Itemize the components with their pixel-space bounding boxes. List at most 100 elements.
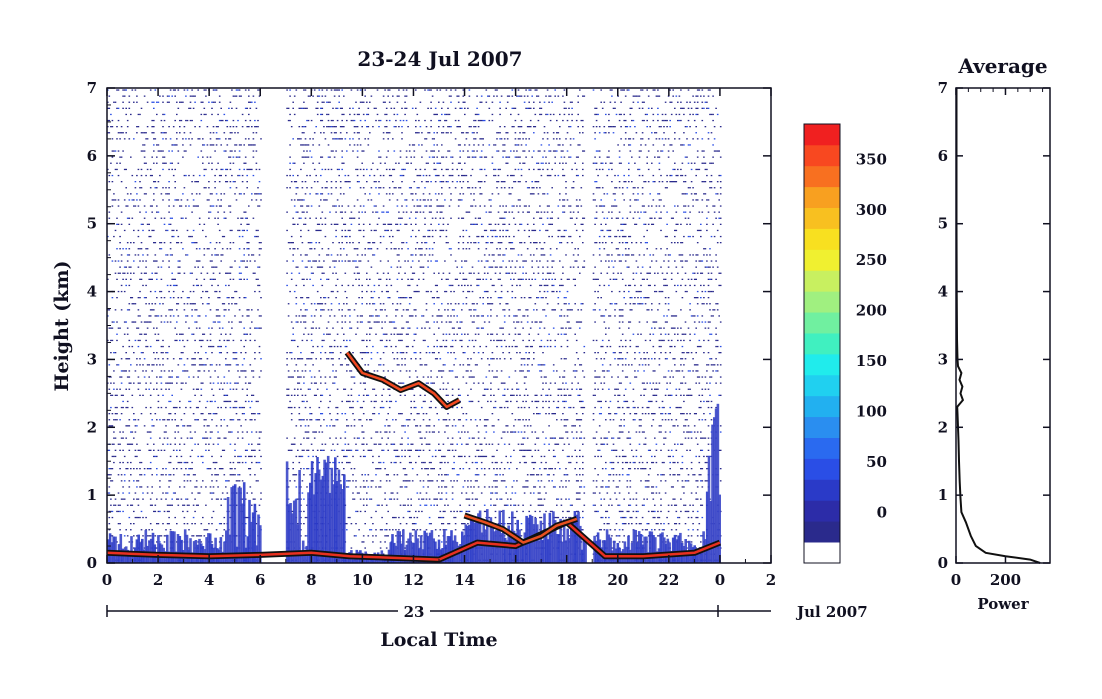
noise-pixel — [137, 309, 140, 311]
noise-pixel — [218, 138, 221, 140]
noise-pixel — [375, 486, 377, 488]
noise-pixel — [441, 107, 443, 109]
noise-pixel — [165, 492, 167, 494]
noise-pixel — [372, 345, 374, 348]
noise-pixel — [415, 449, 417, 451]
noise-pixel — [174, 327, 176, 329]
noise-pixel — [133, 510, 135, 513]
noise-pixel — [174, 419, 176, 421]
noise-pixel — [125, 370, 127, 372]
noise-pixel — [384, 425, 386, 427]
noise-pixel — [445, 425, 448, 427]
noise-pixel — [122, 492, 124, 494]
noise-pixel — [246, 181, 248, 183]
noise-pixel — [168, 413, 170, 415]
noise-pixel — [249, 101, 252, 103]
noise-pixel — [107, 235, 109, 238]
noise-pixel — [473, 272, 475, 274]
noise-pixel — [126, 443, 129, 445]
noise-pixel — [162, 468, 164, 470]
noise-pixel — [441, 480, 443, 482]
noise-pixel — [212, 345, 215, 348]
noise-pixel — [128, 217, 131, 219]
noise-pixel — [402, 382, 405, 384]
noise-pixel — [356, 132, 359, 134]
noise-pixel — [324, 223, 327, 225]
noise-pixel — [140, 321, 143, 323]
noise-pixel — [249, 144, 252, 146]
noise-pixel — [471, 321, 474, 323]
noise-pixel — [232, 119, 235, 122]
noise-pixel — [162, 492, 164, 494]
noise-pixel — [396, 474, 399, 476]
noise-pixel — [366, 339, 368, 342]
noise-pixel — [290, 394, 293, 396]
noise-pixel — [310, 443, 313, 445]
noise-pixel — [310, 413, 313, 415]
noise-pixel — [120, 254, 123, 256]
noise-pixel — [226, 400, 229, 403]
noise-pixel — [393, 126, 396, 128]
noise-pixel — [304, 266, 307, 268]
noise-pixel — [251, 321, 253, 323]
noise-pixel — [140, 486, 143, 488]
noise-pixel — [136, 468, 138, 470]
noise-pixel — [120, 394, 123, 396]
noise-pixel — [126, 193, 129, 195]
noise-pixel — [310, 327, 313, 329]
noise-pixel — [300, 107, 302, 109]
noise-pixel — [154, 315, 157, 317]
noise-pixel — [225, 168, 227, 171]
noise-pixel — [312, 431, 314, 433]
noise-pixel — [172, 290, 175, 293]
noise-pixel — [209, 492, 212, 494]
noise-pixel — [145, 321, 147, 323]
noise-pixel — [461, 321, 463, 323]
noise-pixel — [176, 199, 178, 201]
noise-pixel — [430, 461, 432, 464]
noise-pixel — [142, 516, 144, 519]
noise-pixel — [244, 461, 247, 464]
noise-pixel — [202, 138, 204, 140]
noise-pixel — [182, 382, 184, 384]
noise-pixel — [258, 376, 261, 378]
noise-pixel — [149, 174, 152, 177]
noise-pixel — [427, 235, 429, 238]
noise-pixel — [229, 474, 232, 476]
noise-pixel — [347, 486, 350, 488]
noise-pixel — [477, 284, 480, 287]
noise-pixel — [467, 394, 469, 396]
noise-pixel — [444, 113, 446, 116]
noise-pixel — [441, 345, 443, 348]
noise-pixel — [470, 205, 472, 207]
noise-pixel — [344, 345, 347, 348]
noise-pixel — [385, 113, 388, 116]
noise-pixel — [113, 150, 115, 152]
noise-pixel — [195, 406, 198, 409]
noise-pixel — [362, 235, 365, 238]
noise-pixel — [134, 455, 137, 458]
noise-pixel — [225, 345, 227, 348]
noise-pixel — [427, 260, 429, 262]
noise-pixel — [398, 339, 400, 342]
noise-pixel — [461, 266, 463, 268]
noise-pixel — [479, 138, 481, 140]
noise-pixel — [287, 242, 290, 244]
noise-pixel — [148, 364, 150, 366]
noise-pixel — [422, 266, 425, 268]
noise-pixel — [335, 211, 337, 213]
noise-pixel — [177, 150, 180, 152]
noise-pixel — [301, 132, 304, 134]
noise-pixel — [225, 333, 227, 335]
noise-pixel — [410, 413, 412, 415]
noise-pixel — [341, 449, 343, 451]
noise-pixel — [413, 400, 416, 403]
noise-pixel — [335, 370, 337, 372]
noise-pixel — [136, 498, 138, 500]
noise-pixel — [477, 474, 480, 476]
noise-pixel — [172, 229, 175, 232]
noise-pixel — [234, 358, 236, 360]
noise-pixel — [200, 272, 203, 274]
noise-pixel — [457, 419, 460, 421]
noise-pixel — [346, 364, 348, 366]
